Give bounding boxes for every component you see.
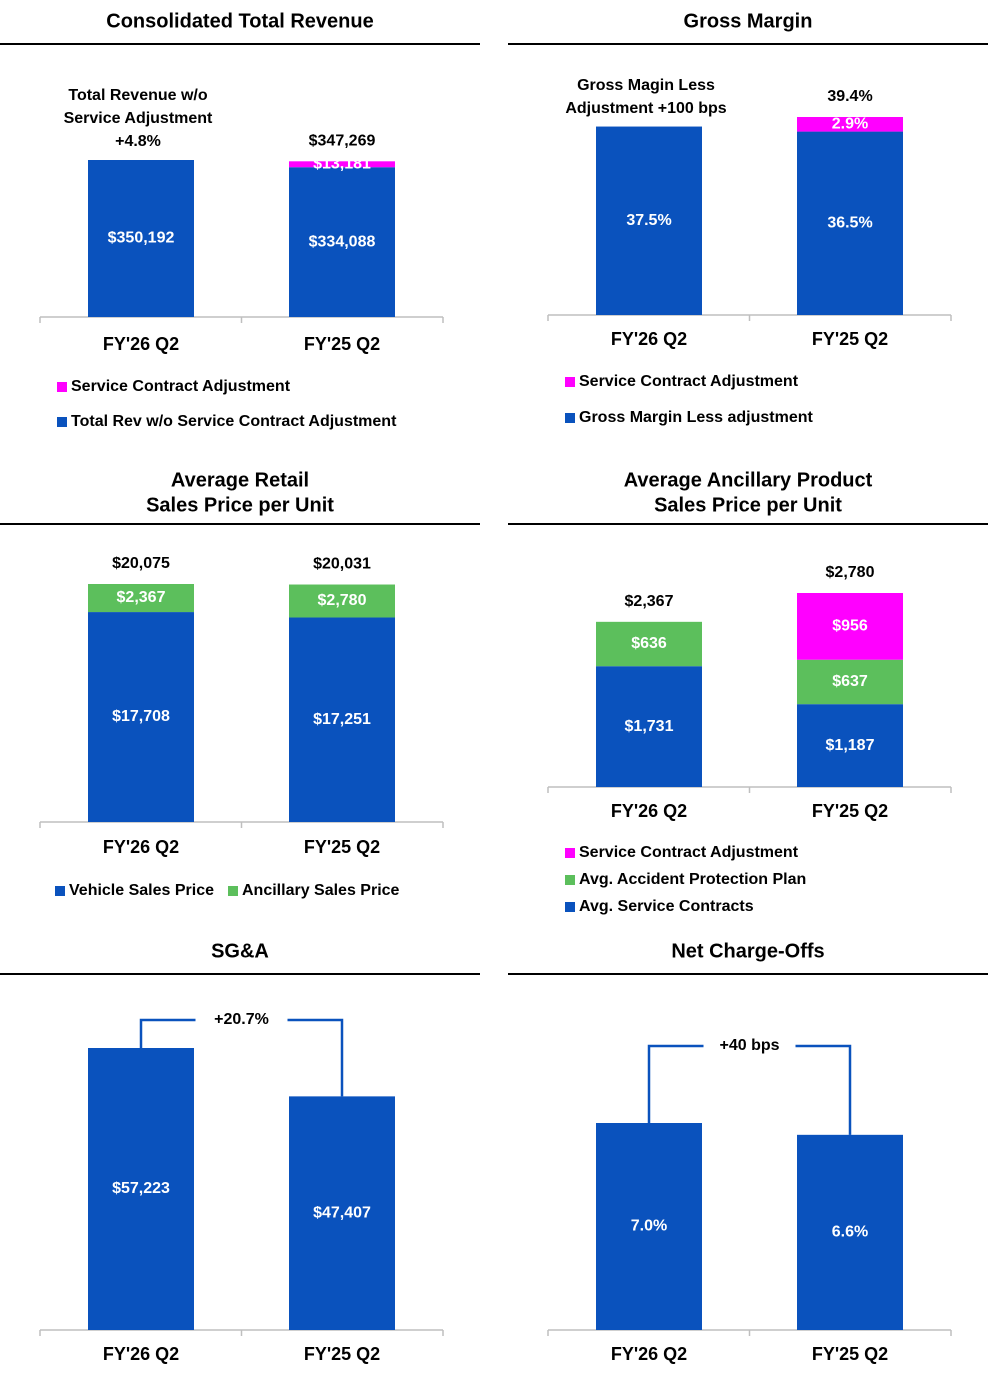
data-label: $956 — [832, 618, 868, 635]
change-bracket — [139, 1018, 344, 1097]
data-label: $1,731 — [625, 718, 674, 735]
annotation: Total Revenue w/o — [68, 87, 208, 104]
bar-segment — [289, 1096, 395, 1330]
legend-swatch — [57, 417, 67, 427]
data-label: $17,251 — [313, 711, 371, 728]
chart-title: Average Retail — [171, 469, 309, 491]
data-label: $637 — [832, 673, 868, 690]
change-bracket — [647, 1044, 852, 1135]
annotation: +4.8% — [115, 133, 161, 150]
x-tick-label: FY'25 Q2 — [812, 329, 888, 349]
bar-segment — [797, 593, 903, 660]
bar-segment — [289, 617, 395, 822]
total-label: $2,367 — [625, 593, 674, 610]
legend-swatch — [565, 413, 575, 423]
chart-title: Net Charge-Offs — [671, 940, 824, 962]
data-label: 36.5% — [827, 215, 872, 232]
legend-label: Vehicle Sales Price — [69, 882, 214, 899]
bar-segment — [797, 1134, 903, 1330]
data-label: 6.6% — [832, 1224, 868, 1241]
data-label: $57,223 — [112, 1180, 170, 1197]
x-tick-label: FY'26 Q2 — [611, 801, 687, 821]
x-tick-label: FY'25 Q2 — [304, 837, 380, 857]
chart-title: SG&A — [211, 940, 269, 962]
data-label: $636 — [631, 635, 667, 652]
data-label: $334,088 — [309, 233, 376, 250]
legend-swatch — [565, 902, 575, 912]
x-tick-label: FY'25 Q2 — [812, 801, 888, 821]
x-tick-label: FY'25 Q2 — [812, 1344, 888, 1364]
total-label: $347,269 — [309, 133, 376, 150]
x-tick-label: FY'26 Q2 — [611, 1344, 687, 1364]
bar-segment — [596, 621, 702, 667]
data-label: $1,187 — [826, 737, 875, 754]
legend-label: Service Contract Adjustment — [579, 844, 799, 861]
legend-swatch — [55, 886, 65, 896]
total-label: $20,031 — [313, 556, 371, 573]
bar-segment — [88, 612, 194, 822]
chart-title: Gross Margin — [684, 10, 813, 32]
data-label: $13,181 — [313, 155, 371, 172]
bar-segment — [596, 1123, 702, 1330]
x-tick-label: FY'26 Q2 — [103, 1344, 179, 1364]
annotation: Adjustment +100 bps — [565, 100, 726, 117]
chart-title: Average Ancillary Product — [624, 469, 873, 491]
bar-segment — [797, 117, 903, 132]
chart-title: Consolidated Total Revenue — [106, 10, 373, 32]
bar-segment — [797, 659, 903, 705]
data-label: $47,407 — [313, 1204, 371, 1221]
data-label: $17,708 — [112, 708, 170, 725]
bar-segment — [596, 666, 702, 787]
total-label: $2,780 — [826, 564, 875, 581]
x-tick-label: FY'25 Q2 — [304, 1344, 380, 1364]
annotation: Gross Magin Less — [577, 77, 715, 94]
legend-swatch — [565, 848, 575, 858]
bar-segment — [289, 161, 395, 168]
change-label: +40 bps — [719, 1037, 779, 1054]
legend-swatch — [565, 875, 575, 885]
bar-segment — [289, 584, 395, 618]
x-tick-label: FY'25 Q2 — [304, 334, 380, 354]
legend-label: Service Contract Adjustment — [71, 378, 291, 395]
change-label: +20.7% — [214, 1011, 269, 1028]
total-label: 39.4% — [827, 88, 872, 105]
legend-label: Avg. Accident Protection Plan — [579, 871, 806, 888]
x-tick-label: FY'26 Q2 — [103, 334, 179, 354]
legend-label: Ancillary Sales Price — [242, 882, 400, 899]
data-label: 2.9% — [832, 116, 868, 133]
x-tick-label: FY'26 Q2 — [611, 329, 687, 349]
data-label: $2,780 — [318, 592, 367, 609]
data-label: 7.0% — [631, 1218, 667, 1235]
legend-label: Service Contract Adjustment — [579, 373, 799, 390]
data-label: $350,192 — [108, 230, 175, 247]
legend-swatch — [228, 886, 238, 896]
legend-label: Gross Margin Less adjustment — [579, 409, 814, 426]
bar-segment — [88, 160, 194, 317]
data-label: $2,367 — [117, 589, 166, 606]
legend-swatch — [57, 382, 67, 392]
bar-segment — [797, 131, 903, 315]
legend-label: Total Rev w/o Service Contract Adjustmen… — [71, 413, 397, 430]
bar-segment — [88, 1048, 194, 1330]
x-tick-label: FY'26 Q2 — [103, 837, 179, 857]
chart-title: Sales Price per Unit — [146, 494, 334, 516]
legend-swatch — [565, 377, 575, 387]
legend-label: Avg. Service Contracts — [579, 898, 754, 915]
total-label: $20,075 — [112, 555, 170, 572]
bar-segment — [797, 704, 903, 787]
annotation: Service Adjustment — [64, 110, 213, 127]
bar-segment — [88, 584, 194, 613]
chart-title: Sales Price per Unit — [654, 494, 842, 516]
data-label: 37.5% — [626, 212, 671, 229]
bar-segment — [289, 167, 395, 317]
bar-segment — [596, 126, 702, 316]
